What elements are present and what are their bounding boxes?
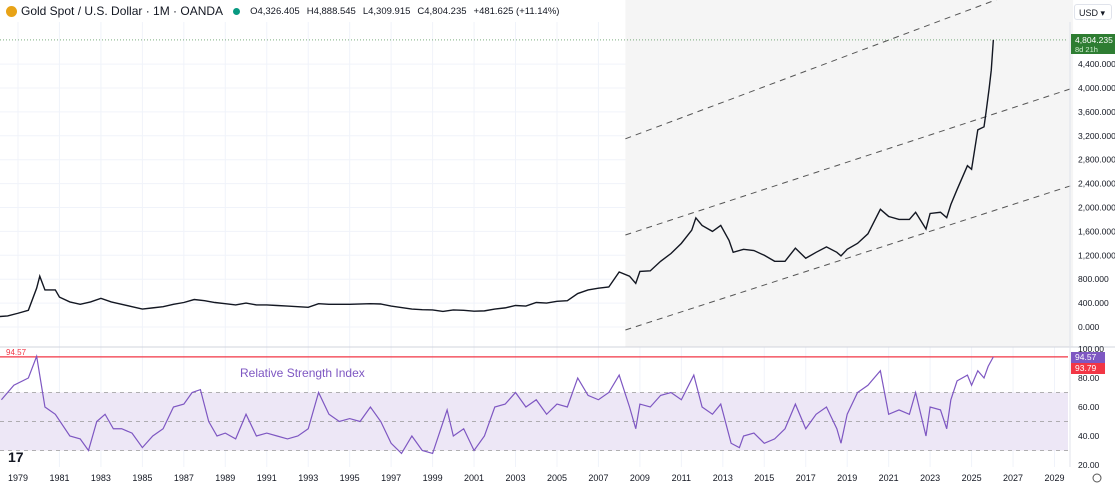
rsi-tick-label: 60.00 — [1078, 402, 1100, 412]
last-price-value: 4,804.235 — [1075, 35, 1113, 45]
rsi-level-label: 94.57 — [6, 348, 27, 357]
x-tick-label: 2009 — [630, 473, 650, 483]
high-value: H4,888.545 — [306, 5, 356, 17]
price-tick-label: 400.000 — [1078, 298, 1109, 308]
x-tick-label: 1979 — [8, 473, 28, 483]
rsi-ma-value: 93.79 — [1075, 363, 1097, 373]
tradingview-logo: 17 — [8, 449, 24, 465]
x-tick-label: 2015 — [754, 473, 774, 483]
x-tick-label: 1985 — [132, 473, 152, 483]
price-tick-label: 800.000 — [1078, 274, 1109, 284]
x-tick-label: 2029 — [1044, 473, 1064, 483]
settings-icon — [1092, 473, 1102, 483]
currency-label: USD — [1079, 8, 1099, 18]
price-tick-label: 2,800.000 — [1078, 155, 1115, 165]
gold-logo-icon — [6, 5, 17, 17]
channel-upper-line — [625, 0, 997, 140]
last-price-badge — [1071, 34, 1115, 54]
x-tick-label: 2019 — [837, 473, 857, 483]
x-tick-label: 1999 — [423, 473, 443, 483]
close-value: C4,804.235 — [417, 5, 467, 17]
rsi-value: 94.57 — [1075, 352, 1097, 362]
x-tick-label: 1987 — [174, 473, 194, 483]
rsi-tick-label: 20.00 — [1078, 460, 1100, 470]
x-tick-label: 2021 — [879, 473, 899, 483]
x-tick-label: 2023 — [920, 473, 940, 483]
price-tick-label: 3,200.000 — [1078, 131, 1115, 141]
price-tick-label: 3,600.000 — [1078, 107, 1115, 117]
x-tick-label: 1995 — [340, 473, 360, 483]
rsi-series-line — [0, 353, 994, 455]
x-tick-label: 2011 — [672, 473, 691, 483]
x-tick-label: 2005 — [547, 473, 567, 483]
rsi-value-badge — [1071, 352, 1105, 363]
rsi-title: Relative Strength Index — [240, 366, 365, 380]
countdown-value: 8d 21h — [1075, 45, 1098, 54]
x-tick-label: 2007 — [588, 473, 608, 483]
currency-select[interactable]: USD ▾ — [1074, 4, 1112, 20]
x-tick-label: 1993 — [298, 473, 318, 483]
open-value: O4,326.405 — [250, 5, 300, 17]
market-status-icon — [233, 7, 241, 15]
rsi-ma-badge — [1071, 363, 1105, 374]
price-tick-label: 1,600.000 — [1078, 226, 1115, 236]
low-value: L4,309.915 — [362, 5, 411, 17]
x-tick-label: 1991 — [257, 473, 277, 483]
channel-lower-line — [625, 184, 1074, 331]
x-tick-label: 1989 — [215, 473, 235, 483]
symbol-title[interactable]: Gold Spot / U.S. Dollar · 1M · OANDA — [21, 4, 224, 18]
chart-header: Gold Spot / U.S. Dollar · 1M · OANDA O4,… — [0, 0, 562, 22]
price-tick-label: 2,000.000 — [1078, 203, 1115, 213]
x-tick-label: 1997 — [381, 473, 401, 483]
channel-background — [625, 0, 1074, 347]
x-tick-label: 2001 — [464, 473, 484, 483]
channel-middle-line — [625, 87, 1074, 236]
change-value: +481.625 (+11.14%) — [473, 5, 560, 17]
x-tick-label: 2027 — [1003, 473, 1023, 483]
x-tick-label: 2013 — [713, 473, 733, 483]
price-tick-label: 0.000 — [1078, 322, 1100, 332]
rsi-tick-label: 40.00 — [1078, 431, 1100, 441]
price-series-line — [0, 39, 995, 318]
price-tick-label: 2,400.000 — [1078, 179, 1115, 189]
price-tick-label: 4,400.000 — [1078, 59, 1115, 69]
x-tick-label: 1983 — [91, 473, 111, 483]
price-tick-label: 1,200.000 — [1078, 250, 1115, 260]
x-tick-label: 2017 — [796, 473, 816, 483]
rsi-tick-label: 100.00 — [1078, 344, 1104, 354]
x-tick-label: 1981 — [49, 473, 69, 483]
x-tick-label: 2003 — [506, 473, 526, 483]
rsi-tick-label: 80.00 — [1078, 373, 1100, 383]
price-tick-label: 4,000.000 — [1078, 83, 1115, 93]
x-tick-label: 2025 — [962, 473, 982, 483]
